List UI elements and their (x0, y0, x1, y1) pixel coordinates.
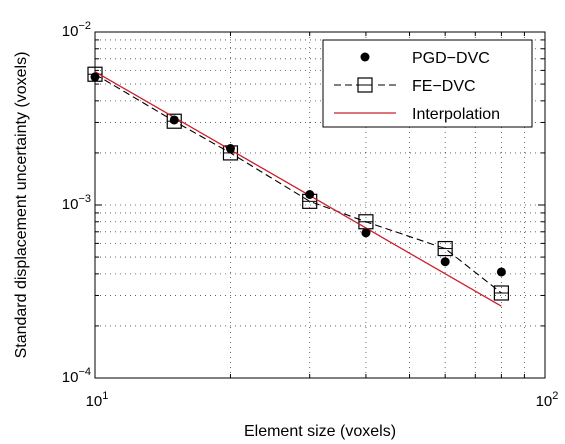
pgd-dvc-marker (361, 228, 371, 238)
legend: PGD−DVC FE−DVC Interpolation (322, 39, 533, 128)
pgd-dvc-marker (440, 257, 450, 267)
y-tick-label: 10−4 (62, 366, 91, 386)
pgd-dvc-marker (90, 72, 100, 82)
fe-dvc-marker (493, 285, 509, 301)
pgd-dvc-marker (496, 267, 506, 277)
legend-marker-fe-dvc (357, 77, 373, 93)
legend-entry: Interpolation (334, 106, 500, 123)
interpolation-line (94, 71, 502, 307)
y-tick-label: 10−2 (62, 20, 91, 40)
tick-labels: 101 102 10−4 10−3 10−2 (62, 20, 559, 410)
legend-entry: PGD−DVC (360, 50, 490, 67)
pgd-dvc-marker (305, 189, 315, 199)
legend-label: Interpolation (412, 106, 500, 123)
y-axis-label: Standard displacement uncertainty (voxel… (13, 52, 30, 359)
x-axis-label: Element size (voxels) (244, 423, 396, 440)
x-tick-label: 101 (86, 390, 109, 410)
fe-dvc-marker (437, 240, 453, 257)
legend-marker-pgd-dvc (360, 52, 370, 62)
legend-entry: FE−DVC (334, 77, 476, 95)
series (87, 66, 509, 307)
plot-frame (94, 31, 546, 379)
y-tick-label: 10−3 (62, 193, 91, 213)
legend-label: PGD−DVC (412, 50, 490, 67)
x-tick-label: 102 (536, 390, 559, 410)
pgd-dvc-marker (225, 144, 235, 154)
pgd-dvc-marker (169, 115, 179, 125)
legend-label: FE−DVC (412, 78, 476, 95)
